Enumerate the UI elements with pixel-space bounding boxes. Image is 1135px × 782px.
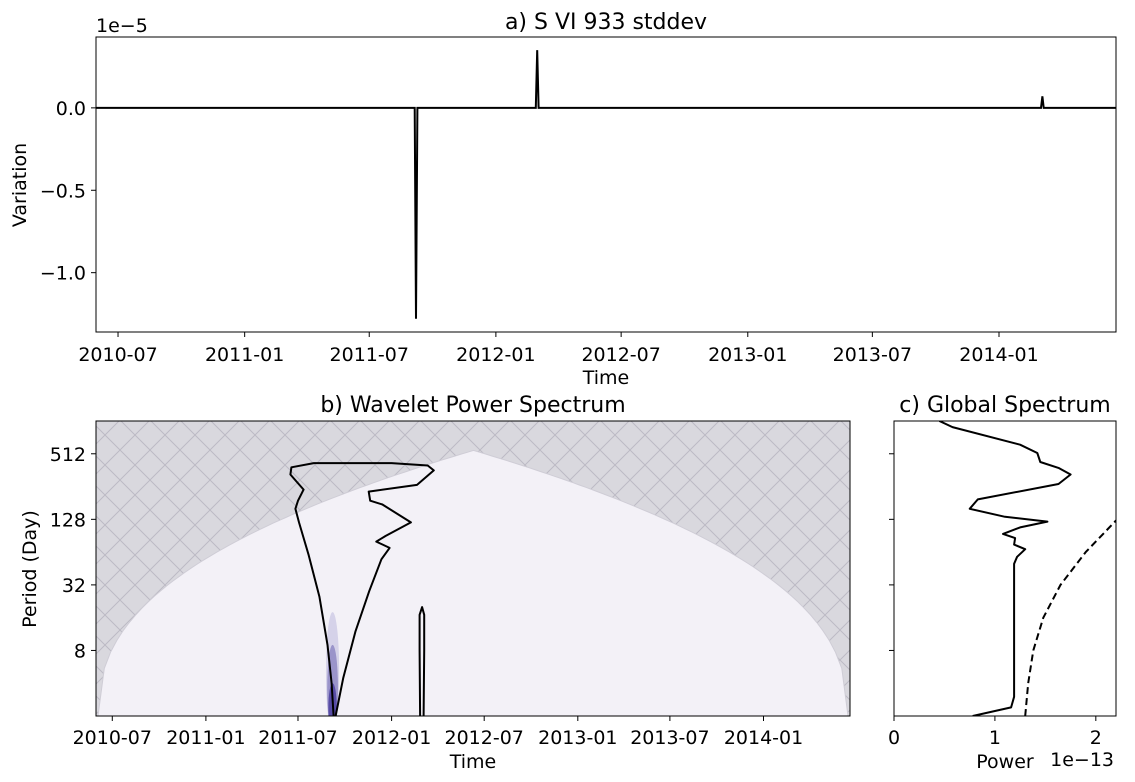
panel-a-series-line-0: [96, 50, 1116, 319]
panel-c-series-dashed-line: [1024, 519, 1116, 716]
panel-c: c) Global Spectrum 0 1 2 Power 1e−13: [888, 393, 1117, 773]
panel-a-y-tick-label: 0.0: [56, 98, 86, 120]
panel-a: a) S VI 933 stddev 1e−5 2010-07 2011-01 20…: [9, 10, 1117, 389]
panel-c-frame: [893, 420, 1117, 717]
panel-b-y-tick-label: 128: [50, 509, 86, 531]
panel-a-x-tick-label: 2011-07: [330, 344, 409, 366]
panel-a-x-tick-label: 2010-07: [78, 344, 157, 366]
panel-b-valid-region: [96, 449, 850, 716]
panel-c-x-tick-label: 2: [1090, 727, 1102, 749]
panel-b-y-tick-label: 512: [50, 444, 86, 466]
panel-b-x-tick-label: 2013-01: [538, 727, 617, 749]
panel-a-y-ticks: 0.0 −0.5 −1.0: [40, 98, 96, 285]
panel-a-frame: [95, 36, 1117, 333]
panel-a-x-tick-label: 2013-07: [833, 344, 912, 366]
panel-a-offset-text: 1e−5: [96, 15, 148, 37]
panel-b-significance-contour-0: [289, 462, 435, 716]
panel-b-x-ticks: 2010-07 2011-01 2011-07 2012-01 2012-07 2013-…: [73, 716, 803, 749]
panel-b-x-tick-label: 2011-01: [166, 727, 245, 749]
panel-c-x-axis-label: Power: [976, 751, 1034, 773]
panel-a-title: a) S VI 933 stddev: [505, 10, 707, 35]
panel-b-x-axis-label: Time: [449, 751, 497, 773]
panel-b-y-ticks: 512 128 32 8: [50, 444, 96, 662]
panel-c-x-ticks: 0 1 2: [888, 716, 1102, 749]
panel-b-plot-area: [96, 421, 850, 716]
panel-b-frame: [95, 420, 851, 717]
panel-b-x-tick-label: 2010-07: [73, 727, 152, 749]
panel-b-x-tick-label: 2011-07: [258, 727, 337, 749]
panel-b-x-tick-label: 2014-01: [724, 727, 803, 749]
panel-a-y-tick-label: −0.5: [40, 180, 86, 202]
panel-b-x-tick-label: 2012-07: [444, 727, 523, 749]
panel-a-x-axis-label: Time: [582, 367, 630, 389]
panel-a-x-tick-label: 2014-01: [959, 344, 1038, 366]
panel-c-y-ticks: [889, 453, 894, 651]
panel-b-title: b) Wavelet Power Spectrum: [320, 393, 625, 418]
panel-b-x-tick-label: 2012-01: [352, 727, 431, 749]
panel-c-title: c) Global Spectrum: [899, 393, 1110, 418]
panel-c-x-tick-label: 0: [888, 727, 900, 749]
panel-a-x-tick-label: 2012-07: [581, 344, 660, 366]
panel-a-x-tick-label: 2011-01: [205, 344, 284, 366]
panel-a-plot-area: [96, 50, 1116, 319]
panel-a-y-tick-label: −1.0: [40, 263, 86, 285]
panel-a-x-ticks: 2010-07 2011-01 2011-07 2012-01 2012-07 2013-…: [78, 332, 1039, 366]
panel-b-significance-contour-1: [418, 606, 426, 716]
panel-a-x-tick-label: 2013-01: [708, 344, 787, 366]
panel-c-x-tick-label: 1: [989, 727, 1001, 749]
panel-b-x-tick-label: 2013-07: [630, 727, 709, 749]
panel-b-y-tick-label: 32: [62, 575, 86, 597]
panel-b: b) Wavelet Power Spectrum 2010-07 2011-01…: [19, 393, 851, 773]
panel-b-y-tick-label: 8: [74, 640, 86, 662]
panel-c-series-solid-line: [938, 421, 1072, 716]
panel-c-plot-area: [938, 421, 1116, 716]
panel-b-y-axis-label: Period (Day): [19, 510, 41, 628]
panel-c-offset-text: 1e−13: [1050, 749, 1114, 771]
panel-a-y-axis-label: Variation: [9, 143, 31, 227]
panel-a-x-tick-label: 2012-01: [456, 344, 535, 366]
